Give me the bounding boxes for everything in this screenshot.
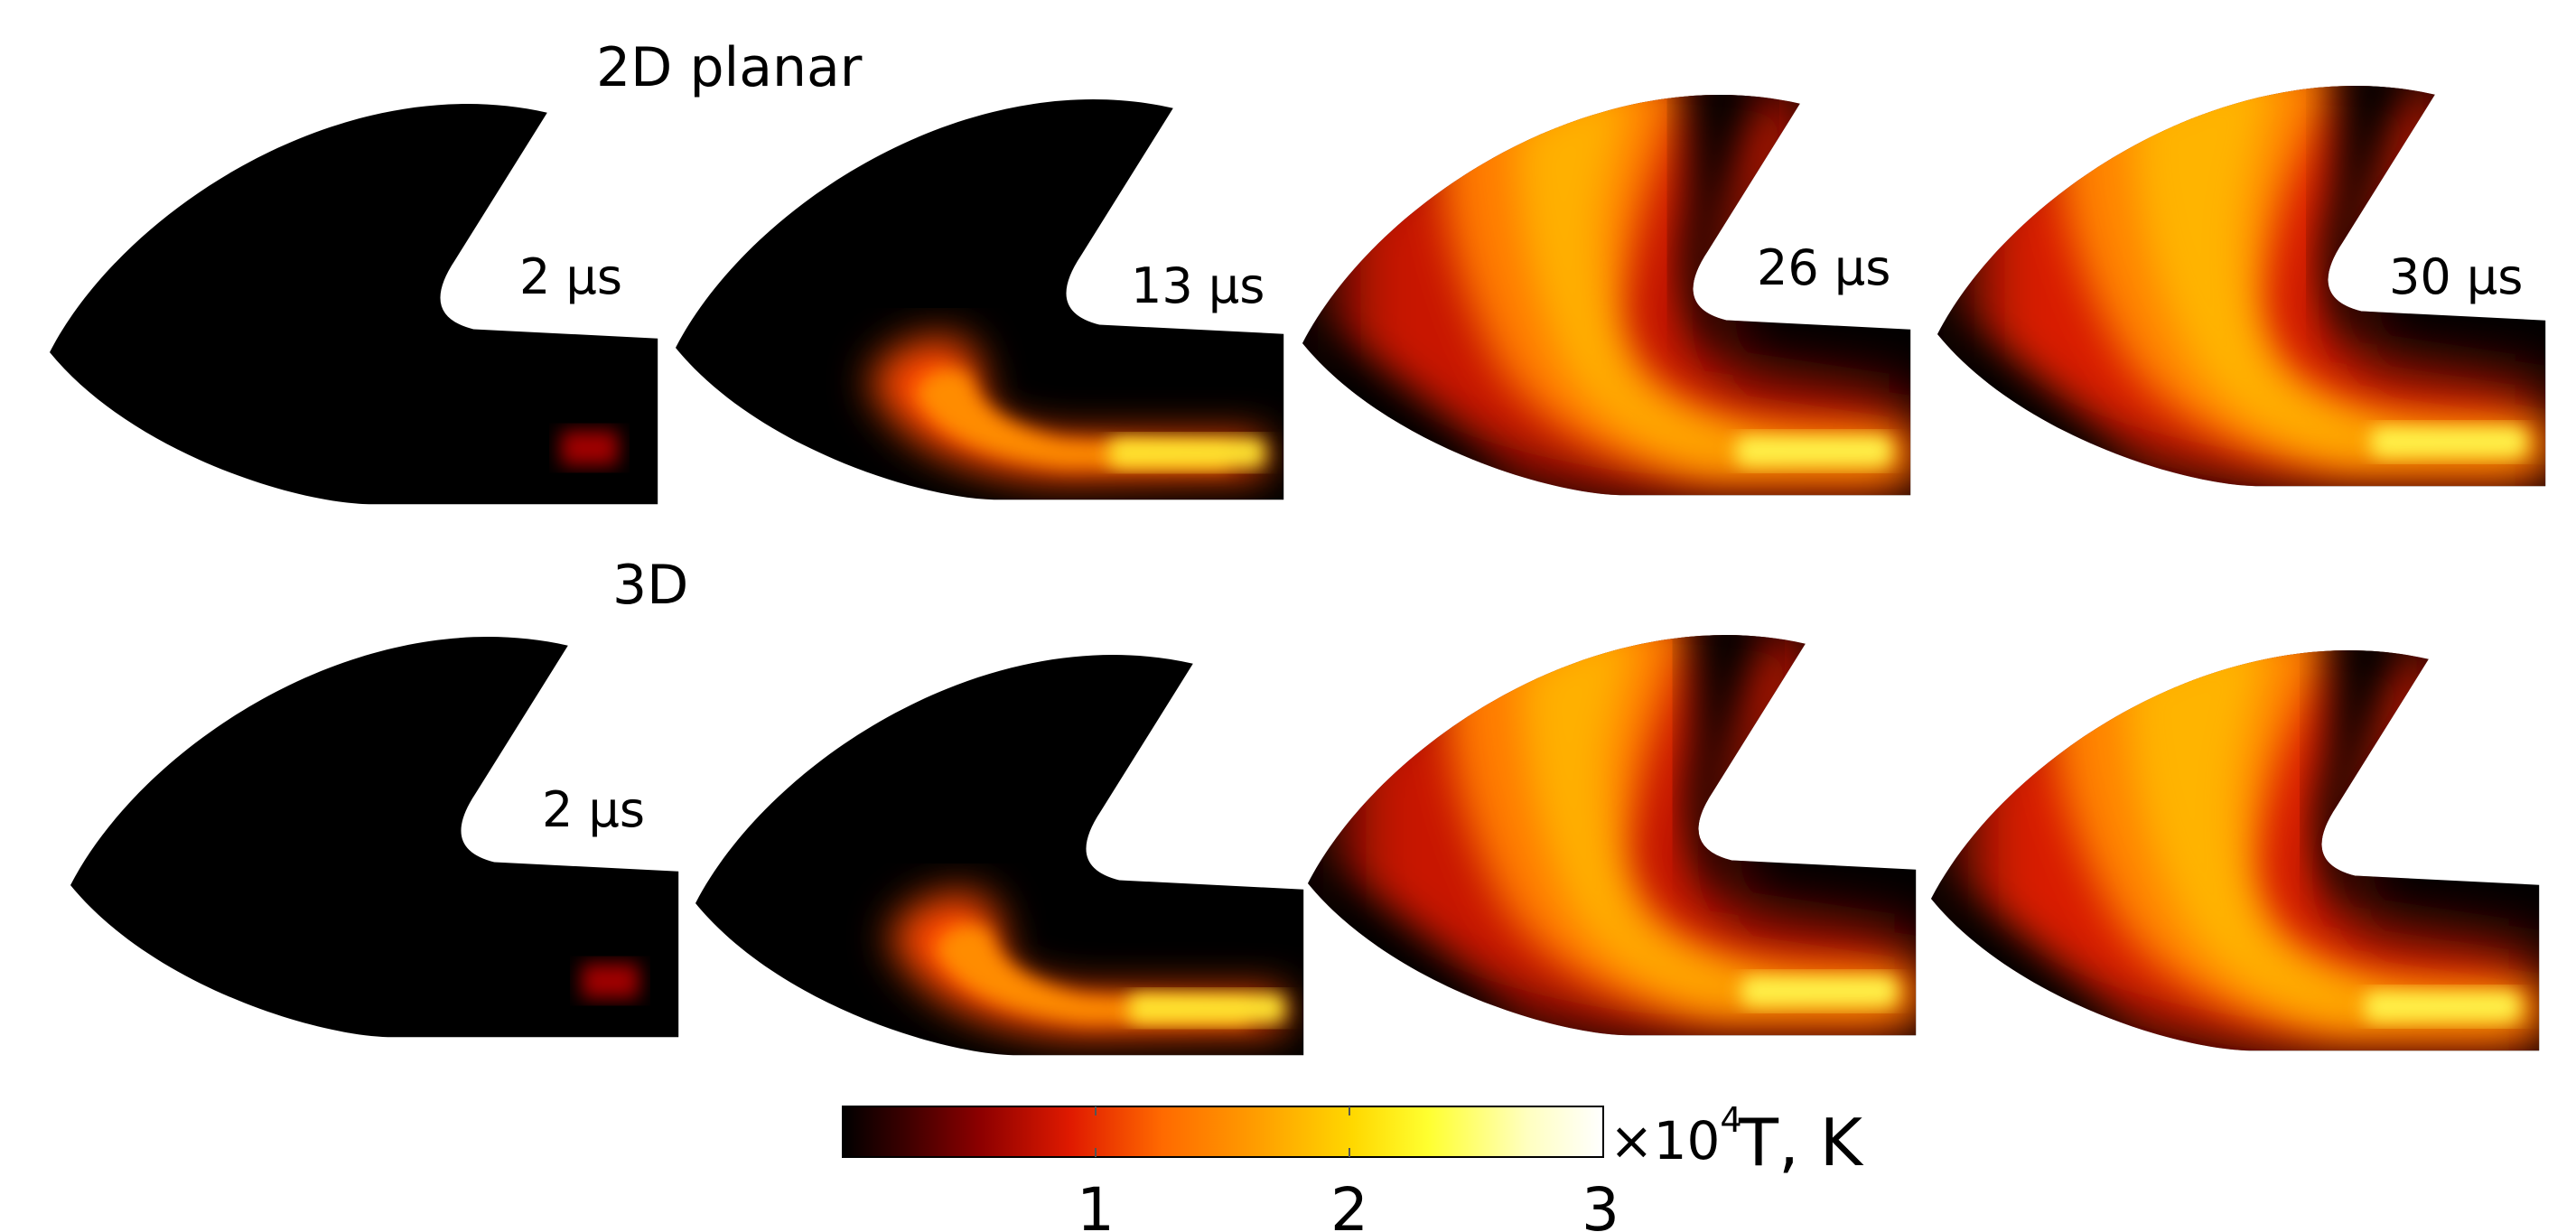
- colorbar-tick-label: 1: [1077, 1175, 1115, 1232]
- row-title-3d: 3D: [612, 554, 688, 617]
- row-title-2d-planar: 2D planar: [596, 36, 863, 99]
- time-label: 26 μs: [1757, 239, 1890, 296]
- colorbar-tick-label: 3: [1582, 1175, 1619, 1232]
- colorbar-multiplier: ×104: [1610, 1100, 1742, 1171]
- colorbar-tick-label: 2: [1330, 1175, 1368, 1232]
- colorbar-gradient: [842, 1106, 1604, 1158]
- time-label: 13 μs: [1131, 257, 1265, 314]
- panel-3d-30us: [1931, 613, 2540, 1051]
- time-label: 2 μs: [519, 248, 622, 305]
- time-label: 30 μs: [2389, 248, 2523, 305]
- colorbar: 1 2 3 ×104 T, K: [842, 1100, 1864, 1232]
- colorbar-label: T, K: [1738, 1105, 1864, 1181]
- time-label: 2 μs: [542, 781, 645, 838]
- panel-3d-13us: [695, 655, 1304, 1056]
- panel-3d-26us: [1308, 598, 1917, 1036]
